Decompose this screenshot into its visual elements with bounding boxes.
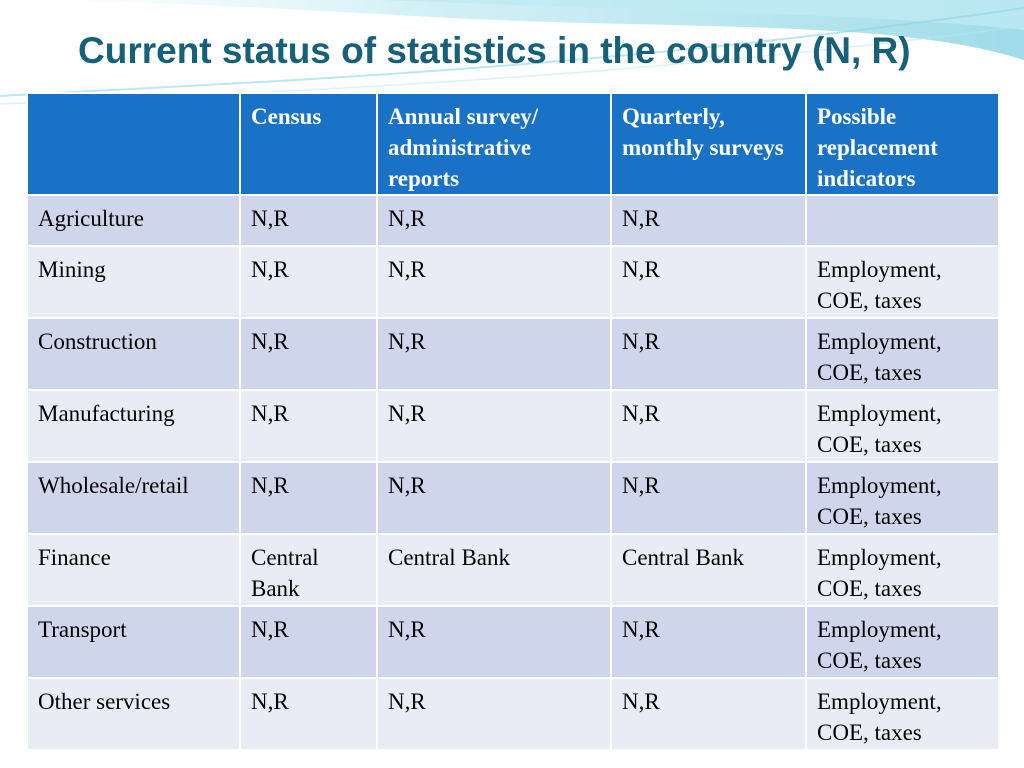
indicator-cell: Employment, COE, taxes: [805, 533, 1000, 607]
census-cell: N,R: [239, 389, 378, 463]
annual-cell: N,R: [376, 605, 612, 679]
sector-cell: Construction: [26, 317, 241, 391]
quarterly-cell: N,R: [610, 245, 807, 319]
sector-cell: Transport: [26, 605, 241, 679]
annual-cell: N,R: [376, 677, 612, 751]
census-cell: N,R: [239, 317, 378, 391]
table-row: Agriculture N,R N,R N,R: [26, 194, 1000, 247]
indicator-cell: Employment, COE, taxes: [805, 605, 1000, 679]
table-row: Finance Central Bank Central Bank Centra…: [26, 533, 1000, 607]
annual-cell: N,R: [376, 461, 612, 535]
census-cell: N,R: [239, 245, 378, 319]
quarterly-cell: N,R: [610, 677, 807, 751]
census-cell: N,R: [239, 605, 378, 679]
indicator-cell: Employment, COE, taxes: [805, 317, 1000, 391]
indicator-cell: Employment, COE, taxes: [805, 677, 1000, 751]
header-quarterly-monthly: Quarterly, monthly surveys: [610, 92, 807, 196]
header-replacement-indicators: Possible replacement indicators: [805, 92, 1000, 196]
quarterly-cell: N,R: [610, 389, 807, 463]
table-row: Transport N,R N,R N,R Employment, COE, t…: [26, 605, 1000, 679]
sector-cell: Finance: [26, 533, 241, 607]
table-row: Other services N,R N,R N,R Employment, C…: [26, 677, 1000, 751]
annual-cell: N,R: [376, 245, 612, 319]
annual-cell: N,R: [376, 317, 612, 391]
quarterly-cell: N,R: [610, 461, 807, 535]
table-row: Construction N,R N,R N,R Employment, COE…: [26, 317, 1000, 391]
sector-cell: Mining: [26, 245, 241, 319]
indicator-cell: Employment, COE, taxes: [805, 389, 1000, 463]
annual-cell: N,R: [376, 389, 612, 463]
header-annual-survey: Annual survey/ administrative reports: [376, 92, 612, 196]
census-cell: N,R: [239, 461, 378, 535]
statistics-status-table: Census Annual survey/ administrative rep…: [26, 92, 1000, 751]
table-header-row: Census Annual survey/ administrative rep…: [26, 92, 1000, 196]
annual-cell: N,R: [376, 194, 612, 247]
table-row: Wholesale/retail N,R N,R N,R Employment,…: [26, 461, 1000, 535]
sector-cell: Manufacturing: [26, 389, 241, 463]
census-cell: Central Bank: [239, 533, 378, 607]
sector-cell: Agriculture: [26, 194, 241, 247]
header-census: Census: [239, 92, 378, 196]
table-row: Manufacturing N,R N,R N,R Employment, CO…: [26, 389, 1000, 463]
quarterly-cell: N,R: [610, 605, 807, 679]
slide-title: Current status of statistics in the coun…: [78, 30, 911, 71]
sector-cell: Other services: [26, 677, 241, 751]
census-cell: N,R: [239, 194, 378, 247]
header-blank-cell: [26, 92, 241, 196]
indicator-cell: Employment, COE, taxes: [805, 245, 1000, 319]
quarterly-cell: Central Bank: [610, 533, 807, 607]
indicator-cell: Employment, COE, taxes: [805, 461, 1000, 535]
indicator-cell: [805, 194, 1000, 247]
quarterly-cell: N,R: [610, 194, 807, 247]
annual-cell: Central Bank: [376, 533, 612, 607]
quarterly-cell: N,R: [610, 317, 807, 391]
sector-cell: Wholesale/retail: [26, 461, 241, 535]
table-row: Mining N,R N,R N,R Employment, COE, taxe…: [26, 245, 1000, 319]
census-cell: N,R: [239, 677, 378, 751]
